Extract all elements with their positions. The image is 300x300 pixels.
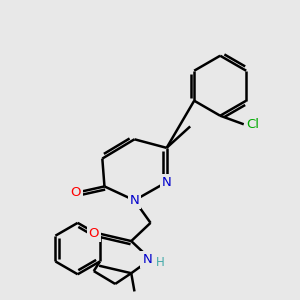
Text: H: H	[156, 256, 165, 269]
Text: Cl: Cl	[246, 118, 259, 131]
Text: O: O	[70, 186, 81, 200]
Text: N: N	[162, 176, 172, 189]
Text: N: N	[130, 194, 139, 207]
Text: N: N	[142, 253, 152, 266]
Text: O: O	[88, 227, 99, 240]
